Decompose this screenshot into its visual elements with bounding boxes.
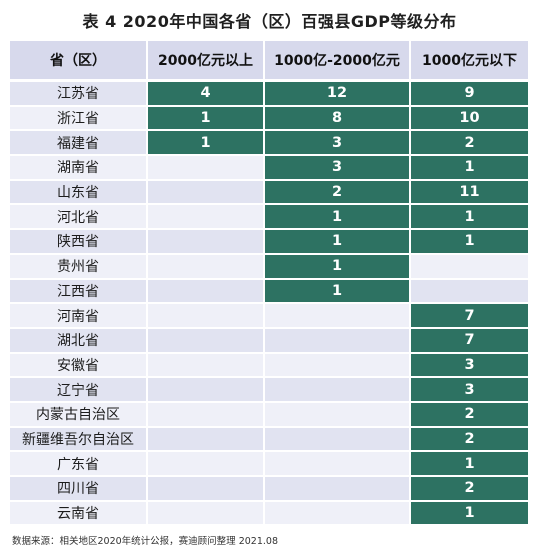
above-2000-cell [147,377,265,403]
below-1000-cell: 7 [410,327,530,354]
table-row: 内蒙古自治区 2 [10,401,530,428]
table-row: 辽宁省 3 [10,377,530,403]
header-province: 省（区） [10,41,148,82]
below-1000-cell: 2 [410,130,530,157]
source-note: 数据来源：相关地区2020年统计公报，赛迪顾问整理 2021.08 [12,536,278,547]
table-body: 江苏省 4 12 9 浙江省 1 8 10 福建省 1 3 2 湖南省 3 1 山东省 2 11 河北省 1 1 陕西省 1… [10,80,530,527]
province-cell: 广东省 [10,451,148,477]
province-cell: 江西省 [10,278,148,305]
range-1000-2000-cell [264,476,411,502]
province-cell: 贵州省 [10,253,148,280]
above-2000-cell [147,155,265,181]
table-row: 福建省 1 3 2 [10,130,530,157]
province-cell: 内蒙古自治区 [10,401,148,428]
below-1000-cell: 11 [410,179,530,206]
range-1000-2000-cell [264,401,411,428]
gdp-distribution-table: 省（区） 2000亿元以上 1000亿-2000亿元 1000亿元以下 江苏省 4… [10,41,530,527]
table-row: 浙江省 1 8 10 [10,105,530,132]
above-2000-cell: 4 [147,80,265,107]
table-row: 安徽省 3 [10,352,530,379]
range-1000-2000-cell [264,327,411,354]
above-2000-cell [147,327,265,354]
table-row: 山东省 2 11 [10,179,530,206]
table-row: 湖南省 3 1 [10,155,530,181]
header-above-2000: 2000亿元以上 [147,41,265,82]
above-2000-cell [147,204,265,231]
header-below-1000: 1000亿元以下 [410,41,530,82]
range-1000-2000-cell: 3 [264,130,411,157]
range-1000-2000-cell [264,500,411,527]
range-1000-2000-cell: 12 [264,80,411,107]
table-row: 河北省 1 1 [10,204,530,231]
province-cell: 河南省 [10,303,148,329]
above-2000-cell [147,476,265,502]
range-1000-2000-cell [264,377,411,403]
province-cell: 河北省 [10,204,148,231]
below-1000-cell: 3 [410,377,530,403]
header-row: 省（区） 2000亿元以上 1000亿-2000亿元 1000亿元以下 [10,41,530,82]
province-cell: 山东省 [10,179,148,206]
range-1000-2000-cell: 2 [264,179,411,206]
above-2000-cell [147,352,265,379]
table-row: 江苏省 4 12 9 [10,80,530,107]
table-row: 四川省 2 [10,476,530,502]
table-title: 表 4 2020年中国各省（区）百强县GDP等级分布 [82,12,457,31]
table-row: 河南省 7 [10,303,530,329]
below-1000-cell: 2 [410,426,530,453]
province-cell: 江苏省 [10,80,148,107]
range-1000-2000-cell [264,352,411,379]
province-cell: 辽宁省 [10,377,148,403]
range-1000-2000-cell: 1 [264,278,411,305]
province-cell: 安徽省 [10,352,148,379]
table-row: 贵州省 1 [10,253,530,280]
below-1000-cell: 1 [410,229,530,255]
above-2000-cell [147,500,265,527]
below-1000-cell: 7 [410,303,530,329]
table-row: 陕西省 1 1 [10,229,530,255]
province-cell: 四川省 [10,476,148,502]
above-2000-cell [147,451,265,477]
table-row: 新疆维吾尔自治区 2 [10,426,530,453]
table-row: 江西省 1 [10,278,530,305]
below-1000-cell: 10 [410,105,530,132]
above-2000-cell: 1 [147,105,265,132]
below-1000-cell: 2 [410,401,530,428]
province-cell: 新疆维吾尔自治区 [10,426,148,453]
province-cell: 浙江省 [10,105,148,132]
table-row: 广东省 1 [10,451,530,477]
above-2000-cell [147,401,265,428]
province-cell: 陕西省 [10,229,148,255]
above-2000-cell [147,253,265,280]
table-row: 云南省 1 [10,500,530,527]
range-1000-2000-cell: 1 [264,204,411,231]
below-1000-cell: 1 [410,155,530,181]
range-1000-2000-cell: 1 [264,253,411,280]
province-cell: 福建省 [10,130,148,157]
below-1000-cell: 9 [410,80,530,107]
range-1000-2000-cell: 1 [264,229,411,255]
above-2000-cell [147,426,265,453]
range-1000-2000-cell: 3 [264,155,411,181]
below-1000-cell: 1 [410,204,530,231]
province-cell: 湖北省 [10,327,148,354]
table-row: 湖北省 7 [10,327,530,354]
below-1000-cell: 1 [410,451,530,477]
above-2000-cell [147,303,265,329]
range-1000-2000-cell: 8 [264,105,411,132]
above-2000-cell: 1 [147,130,265,157]
above-2000-cell [147,179,265,206]
above-2000-cell [147,278,265,305]
header-1000-2000: 1000亿-2000亿元 [264,41,411,82]
above-2000-cell [147,229,265,255]
range-1000-2000-cell [264,451,411,477]
province-cell: 云南省 [10,500,148,527]
province-cell: 湖南省 [10,155,148,181]
range-1000-2000-cell [264,303,411,329]
below-1000-cell [410,278,530,305]
below-1000-cell: 1 [410,500,530,527]
below-1000-cell: 3 [410,352,530,379]
range-1000-2000-cell [264,426,411,453]
below-1000-cell [410,253,530,280]
below-1000-cell: 2 [410,476,530,502]
